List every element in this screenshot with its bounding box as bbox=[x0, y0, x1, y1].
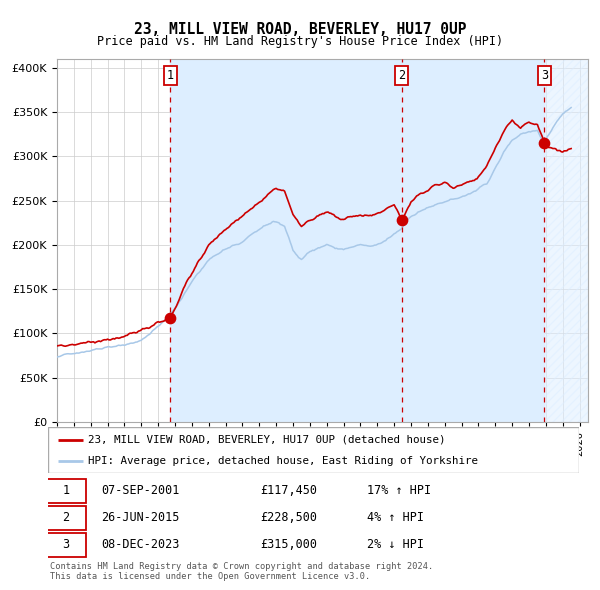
Text: 4% ↑ HPI: 4% ↑ HPI bbox=[367, 511, 424, 525]
Text: £117,450: £117,450 bbox=[260, 484, 317, 497]
Text: 07-SEP-2001: 07-SEP-2001 bbox=[101, 484, 179, 497]
Text: HPI: Average price, detached house, East Riding of Yorkshire: HPI: Average price, detached house, East… bbox=[88, 455, 478, 466]
Text: £228,500: £228,500 bbox=[260, 511, 317, 525]
Text: 1: 1 bbox=[62, 484, 70, 497]
Text: Price paid vs. HM Land Registry's House Price Index (HPI): Price paid vs. HM Land Registry's House … bbox=[97, 35, 503, 48]
Bar bbox=[170, 59, 544, 422]
Point bbox=[397, 215, 407, 224]
Text: 08-DEC-2023: 08-DEC-2023 bbox=[101, 538, 179, 551]
Text: 2% ↓ HPI: 2% ↓ HPI bbox=[367, 538, 424, 551]
Text: 17% ↑ HPI: 17% ↑ HPI bbox=[367, 484, 431, 497]
Text: Contains HM Land Registry data © Crown copyright and database right 2024.
This d: Contains HM Land Registry data © Crown c… bbox=[50, 562, 433, 581]
Text: £315,000: £315,000 bbox=[260, 538, 317, 551]
Text: 2: 2 bbox=[398, 69, 406, 82]
Text: 26-JUN-2015: 26-JUN-2015 bbox=[101, 511, 179, 525]
FancyBboxPatch shape bbox=[46, 533, 86, 557]
FancyBboxPatch shape bbox=[46, 506, 86, 530]
FancyBboxPatch shape bbox=[48, 427, 579, 473]
Text: 23, MILL VIEW ROAD, BEVERLEY, HU17 0UP: 23, MILL VIEW ROAD, BEVERLEY, HU17 0UP bbox=[134, 22, 466, 37]
Bar bbox=[544, 59, 588, 422]
Text: 2: 2 bbox=[62, 511, 70, 525]
Point bbox=[539, 139, 549, 148]
Point bbox=[165, 313, 175, 323]
Text: 23, MILL VIEW ROAD, BEVERLEY, HU17 0UP (detached house): 23, MILL VIEW ROAD, BEVERLEY, HU17 0UP (… bbox=[88, 435, 445, 445]
Text: 3: 3 bbox=[62, 538, 70, 551]
Text: 1: 1 bbox=[167, 69, 173, 82]
Text: 3: 3 bbox=[541, 69, 548, 82]
FancyBboxPatch shape bbox=[46, 478, 86, 503]
